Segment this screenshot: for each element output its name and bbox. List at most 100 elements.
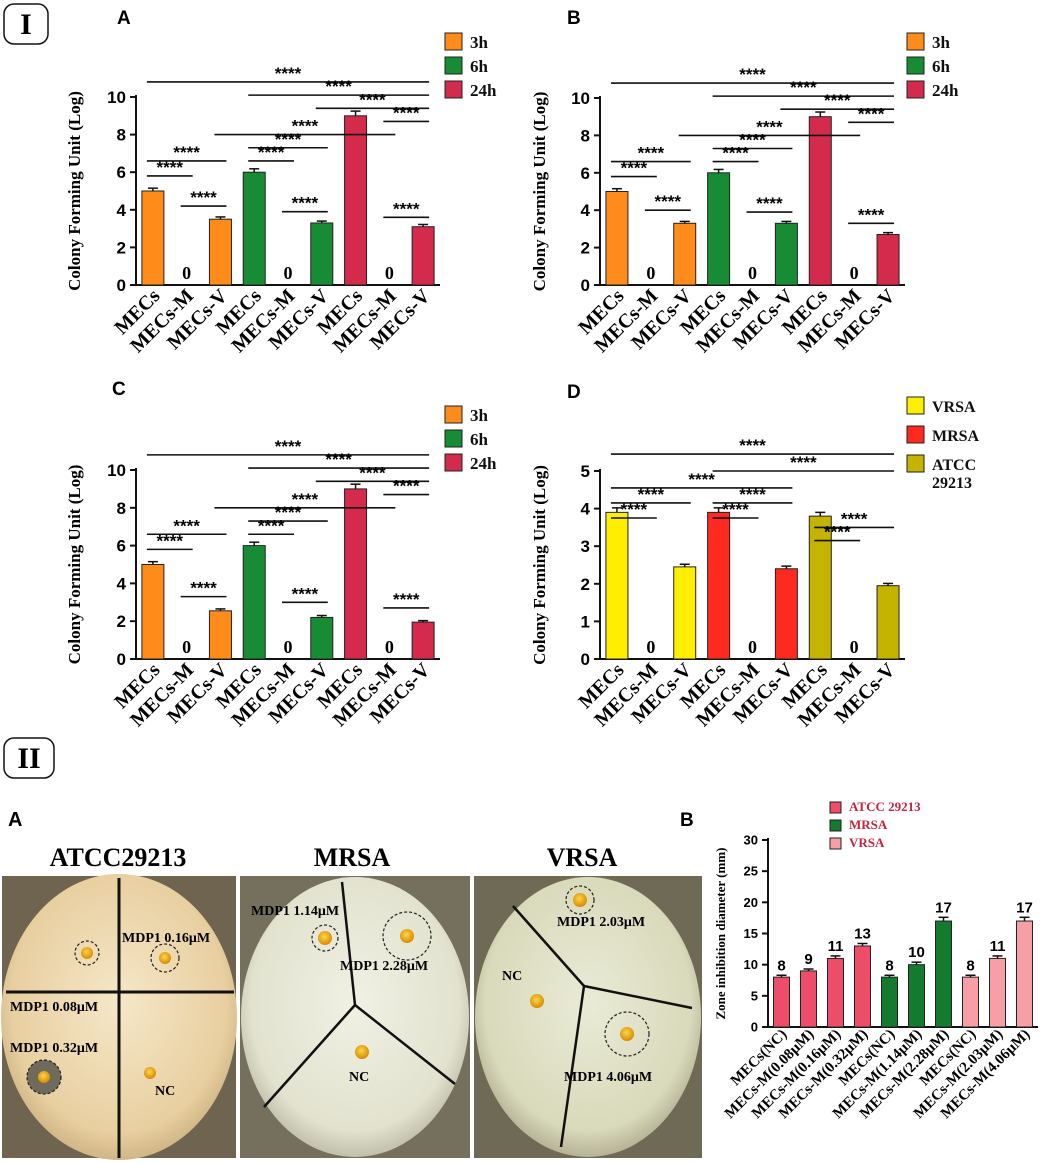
bar: [989, 957, 1006, 1028]
plate-photo-vrsa: MDP1 2.03μM NC MDP1 4.06μM: [474, 876, 702, 1158]
significance-label: ****: [325, 450, 352, 469]
antibiotic-disc: [530, 994, 544, 1008]
plate-label: MDP1 0.16μM: [122, 931, 210, 946]
zero-value-label: 0: [850, 637, 859, 657]
significance-label: ****: [190, 188, 217, 207]
y-axis-label: Colony Forming Unit (Log): [65, 91, 84, 291]
bar: [344, 115, 368, 286]
data-value-label: 8: [777, 957, 785, 974]
legend-swatch: [444, 56, 463, 75]
plate-label: MDP1 0.32μM: [10, 1041, 98, 1056]
legend-swatch: [444, 32, 463, 51]
significance-label: ****: [157, 158, 184, 177]
significance-label: ****: [190, 579, 217, 598]
y-tick-label: 6: [581, 164, 590, 183]
significance-label: ****: [739, 436, 766, 455]
section-label-I: I: [3, 3, 49, 45]
bar: [935, 920, 952, 1028]
significance-label: ****: [621, 500, 648, 519]
plate-label: MDP1 0.08μM: [10, 1000, 98, 1015]
significance-label: ****: [393, 590, 420, 609]
data-value-label: 11: [828, 938, 844, 955]
significance-label: ****: [688, 470, 715, 489]
bar: [605, 191, 629, 286]
petri-dish-vrsa: [475, 877, 701, 1157]
bar: [774, 568, 798, 660]
data-value-label: 8: [966, 957, 974, 974]
significance-label: ****: [292, 117, 319, 136]
bar: [707, 172, 731, 286]
y-tick-label: 15: [744, 926, 758, 941]
y-tick-label: 6: [117, 163, 126, 182]
bar: [800, 970, 817, 1028]
zero-value-label: 0: [748, 637, 757, 657]
plate-photo-atcc: MDP1 0.16μM MDP1 0.08μM MDP1 0.32μM NC: [1, 874, 237, 1160]
significance-label: ****: [790, 78, 817, 97]
zero-value-label: 0: [385, 263, 394, 283]
significance-label: ****: [359, 463, 386, 482]
y-tick-label: 5: [581, 462, 590, 481]
legend-swatch: [829, 801, 842, 814]
plate-label: NC: [155, 1084, 175, 1099]
legend-swatch: [829, 819, 842, 832]
photo-panel-label: A: [8, 809, 22, 831]
bar: [141, 564, 165, 660]
y-tick-label: 10: [744, 957, 758, 972]
bar: [141, 190, 165, 286]
bar: [1016, 920, 1033, 1028]
significance-label: ****: [790, 453, 817, 472]
legend-swatch: [444, 429, 463, 448]
legend-label: VRSA: [932, 399, 976, 416]
significance-label: ****: [292, 194, 319, 213]
y-tick-label: 10: [571, 89, 590, 108]
bar: [310, 616, 334, 660]
panel-letter: C: [112, 379, 126, 400]
plate-label: MDP1 4.06μM: [564, 1070, 652, 1085]
y-tick-label: 0: [117, 650, 126, 669]
plate-label: MDP1 2.28μM: [340, 959, 428, 974]
significance-label: ****: [722, 144, 749, 163]
y-axis-label: Colony Forming Unit (Log): [65, 465, 84, 665]
bar: [411, 621, 435, 660]
y-tick-label: 8: [117, 499, 126, 518]
photo-title-vrsa: VRSA: [547, 843, 618, 872]
significance-label: ****: [157, 531, 184, 550]
bar: [208, 610, 232, 660]
photo-title-atcc: ATCC29213: [50, 843, 187, 872]
legend-label: 6h: [470, 430, 489, 449]
significance-label: ****: [258, 143, 285, 162]
y-tick-label: 30: [744, 833, 758, 848]
zero-value-label: 0: [850, 263, 859, 283]
y-tick-label: 0: [751, 1020, 758, 1035]
antibiotic-disc: [355, 1045, 369, 1059]
significance-label: ****: [292, 490, 319, 509]
y-tick-label: 0: [117, 276, 126, 295]
significance-label: ****: [325, 77, 352, 96]
bar: [707, 511, 731, 660]
zero-value-label: 0: [182, 637, 191, 657]
legend-label: ATCC 29213: [932, 457, 976, 492]
legend-swatch: [444, 453, 463, 472]
y-tick-label: 2: [581, 239, 590, 258]
significance-label: ****: [258, 516, 285, 535]
section-label-II: II: [3, 737, 55, 779]
significance-label: ****: [722, 500, 749, 519]
y-tick-label: 20: [744, 895, 758, 910]
y-axis-label: Colony Forming Unit (Log): [530, 465, 549, 665]
bar: [344, 488, 368, 660]
y-tick-label: 2: [581, 575, 590, 594]
zero-value-label: 0: [646, 637, 655, 657]
legend-swatch: [906, 396, 925, 415]
antibiotic-disc: [144, 1067, 156, 1079]
plate-label: MDP1 1.14μM: [251, 904, 339, 919]
antibiotic-disc: [159, 952, 171, 964]
legend-label: 6h: [932, 57, 951, 76]
chart-zone-inhibition: B 0 5 10 15 20 25 30 Zone inhibition diameter (m…: [680, 799, 1038, 1122]
legend-swatch: [906, 56, 925, 75]
legend-swatch: [906, 32, 925, 51]
significance-label: ****: [275, 64, 302, 83]
significance-label: ****: [292, 584, 319, 603]
significance-label: ****: [173, 143, 200, 162]
